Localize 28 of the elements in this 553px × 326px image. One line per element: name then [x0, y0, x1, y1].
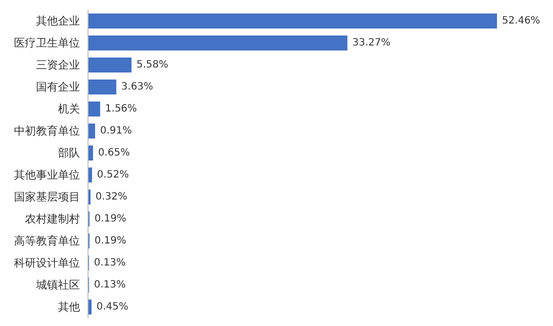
data-label: 52.46% [502, 16, 540, 26]
data-label: 0.65% [98, 148, 130, 158]
data-label: 0.32% [95, 192, 128, 202]
y-tick-label: 国有企业 [36, 80, 80, 94]
data-label: 0.19% [94, 236, 126, 246]
y-tick-label: 部队 [58, 146, 80, 160]
y-tick-label: 机关 [58, 102, 80, 116]
data-label: 0.45% [96, 302, 128, 312]
y-tick-label: 高等教育单位 [14, 234, 80, 248]
y-tick-label: 医疗卫生单位 [14, 36, 80, 50]
y-tick-label: 城镇社区 [35, 278, 80, 292]
data-label: 33.27% [352, 38, 391, 48]
y-tick-label: 国家基层项目 [14, 190, 80, 204]
data-label: 3.63% [121, 82, 154, 92]
data-label: 0.13% [94, 258, 126, 268]
data-label: 0.19% [94, 214, 126, 224]
data-label: 1.56% [105, 104, 137, 114]
y-tick-label: 中初教育单位 [14, 124, 80, 138]
y-tick-label: 其他事业单位 [14, 168, 80, 182]
data-label: 0.13% [94, 280, 126, 290]
data-label: 5.58% [136, 60, 168, 70]
y-tick-label: 其他 [58, 300, 80, 314]
y-tick-label: 农村建制村 [25, 212, 80, 226]
data-label: 0.52% [97, 170, 129, 180]
data-label: 0.91% [100, 126, 132, 136]
y-tick-label: 三资企业 [36, 58, 80, 72]
y-tick-label: 其他企业 [36, 14, 80, 28]
y-tick-label: 科研设计单位 [14, 256, 80, 270]
